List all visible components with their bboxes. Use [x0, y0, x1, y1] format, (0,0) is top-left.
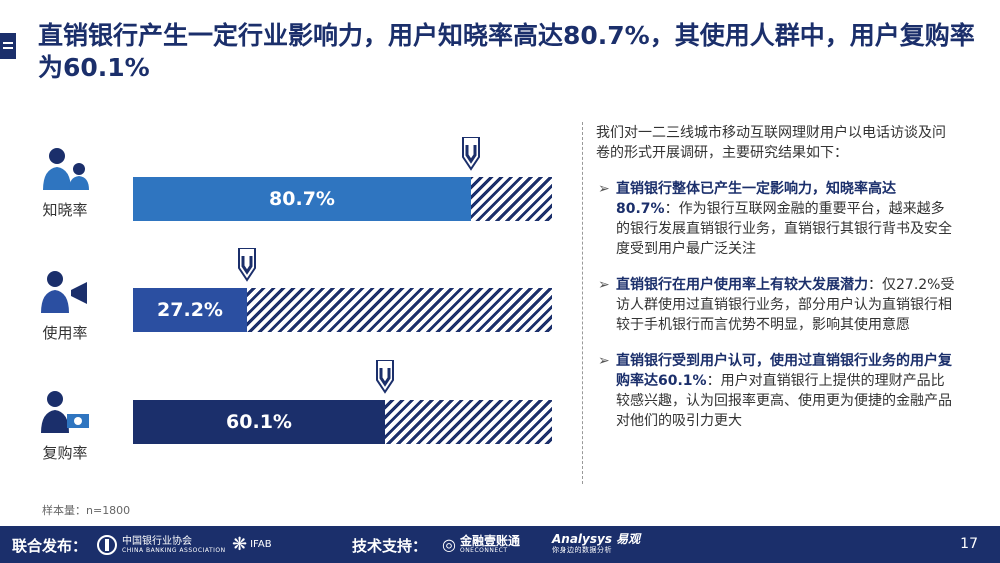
money-user-icon — [41, 391, 89, 433]
bar-end-marker-icon — [238, 248, 256, 282]
bullet-arrow-icon: ➢ — [598, 353, 610, 369]
snowflake-icon: ❋ — [232, 534, 248, 555]
cba-logo-sub: CHINA BANKING ASSOCIATION — [122, 546, 226, 554]
users-icon — [43, 148, 89, 190]
ifab-logo-text: IFAB — [250, 539, 272, 550]
finding-bold: 直销银行整体已产生一定影响力，知晓率高达80.7% — [616, 181, 896, 217]
sample-size-note: 样本量：n=1800 — [42, 504, 131, 517]
divider — [582, 122, 583, 484]
publisher-label: 联合发布： — [12, 537, 88, 555]
bar-end-marker-icon — [462, 137, 480, 171]
finding-bold: 直销银行在用户使用率上有较大发展潜力 — [616, 277, 868, 293]
megaphone-user-icon — [41, 271, 87, 313]
bar-repurchase: 60.1% — [133, 400, 385, 444]
bar-value-usage: 27.2% — [157, 299, 223, 321]
bar-end-marker-icon — [376, 360, 394, 394]
finding-text: ：用户对直销银行上提供的理财产品比较感兴趣，认为回报率更高、使用更为便捷的金融产… — [616, 373, 952, 429]
oneconnect-logo-sub: ONECONNECT — [459, 546, 508, 554]
bar-chart: 知晓率 使用率 复购率 80.7% 27.2% 60.1% — [0, 120, 570, 500]
oneconnect-logo-text: 金融壹账通 — [459, 533, 520, 548]
finding-item: ➢ 直销银行在用户使用率上有较大发展潜力：仅27.2%受访人群使用过直销银行业务… — [596, 275, 958, 335]
analysys-logo-text: Analysys 易观 — [552, 532, 641, 546]
finding-item: ➢ 直销银行受到用户认可，使用过直销银行业务的用户复购率达60.1%：用户对直销… — [596, 351, 958, 431]
finding-bold: 直销银行受到用户认可，使用过直销银行业务的用户复购率达60.1% — [616, 353, 952, 389]
finding-item: ➢ 直销银行整体已产生一定影响力，知晓率高达80.7%：作为银行互联网金融的重要… — [596, 179, 958, 259]
bar-usage: 27.2% — [133, 288, 247, 332]
finding-text: ：仅27.2%受访人群使用过直销银行业务，部分用户认为直销银行相较于手机银行而言… — [616, 277, 955, 333]
finding-text: ：作为银行互联网金融的重要平台，越来越多的银行发展直销银行业务，直销银行其银行背… — [616, 201, 952, 257]
oneconnect-logo-icon: ◎ — [442, 535, 456, 554]
users-icon-wrap: 知晓率 — [35, 145, 95, 220]
category-label-repurchase: 复购率 — [42, 444, 88, 462]
category-label-usage: 使用率 — [42, 324, 88, 342]
bar-value-repurchase: 60.1% — [226, 411, 292, 433]
presenter-icon-wrap: 使用率 — [35, 268, 95, 343]
cba-logo-text: 中国银行业协会 — [122, 535, 192, 547]
cba-logo-icon — [97, 534, 117, 555]
bullet-arrow-icon: ➢ — [598, 277, 610, 293]
bullet-arrow-icon: ➢ — [598, 181, 610, 197]
bar-awareness: 80.7% — [133, 177, 471, 221]
cba-logo: 中国银行业协会 CHINA BANKING ASSOCIATION — [96, 532, 226, 557]
page-number: 17 — [960, 536, 978, 552]
findings-intro: 我们对一二三线城市移动互联网理财用户以电话访谈及问卷的形式开展调研，主要研究结果… — [596, 125, 946, 161]
footer-bar: 联合发布： 中国银行业协会 CHINA BANKING ASSOCIATION … — [0, 526, 1000, 563]
bar-value-awareness: 80.7% — [269, 188, 335, 210]
category-label-awareness: 知晓率 — [42, 201, 88, 219]
ifab-logo: ❋ IFAB — [232, 532, 272, 557]
buyer-icon-wrap: 复购率 — [35, 388, 95, 463]
analysys-logo-sub: 你身边的数据分析 — [552, 546, 612, 554]
findings-panel: 我们对一二三线城市移动互联网理财用户以电话访谈及问卷的形式开展调研，主要研究结果… — [596, 123, 958, 447]
oneconnect-logo: ◎ 金融壹账通 ONECONNECT — [442, 532, 520, 557]
support-label: 技术支持： — [352, 537, 428, 555]
title-marker — [0, 33, 16, 59]
analysys-logo: Analysys 易观 你身边的数据分析 — [552, 532, 640, 557]
page-title: 直销银行产生一定行业影响力，用户知晓率高达80.7%，其使用人群中，用户复购率为… — [38, 21, 975, 82]
